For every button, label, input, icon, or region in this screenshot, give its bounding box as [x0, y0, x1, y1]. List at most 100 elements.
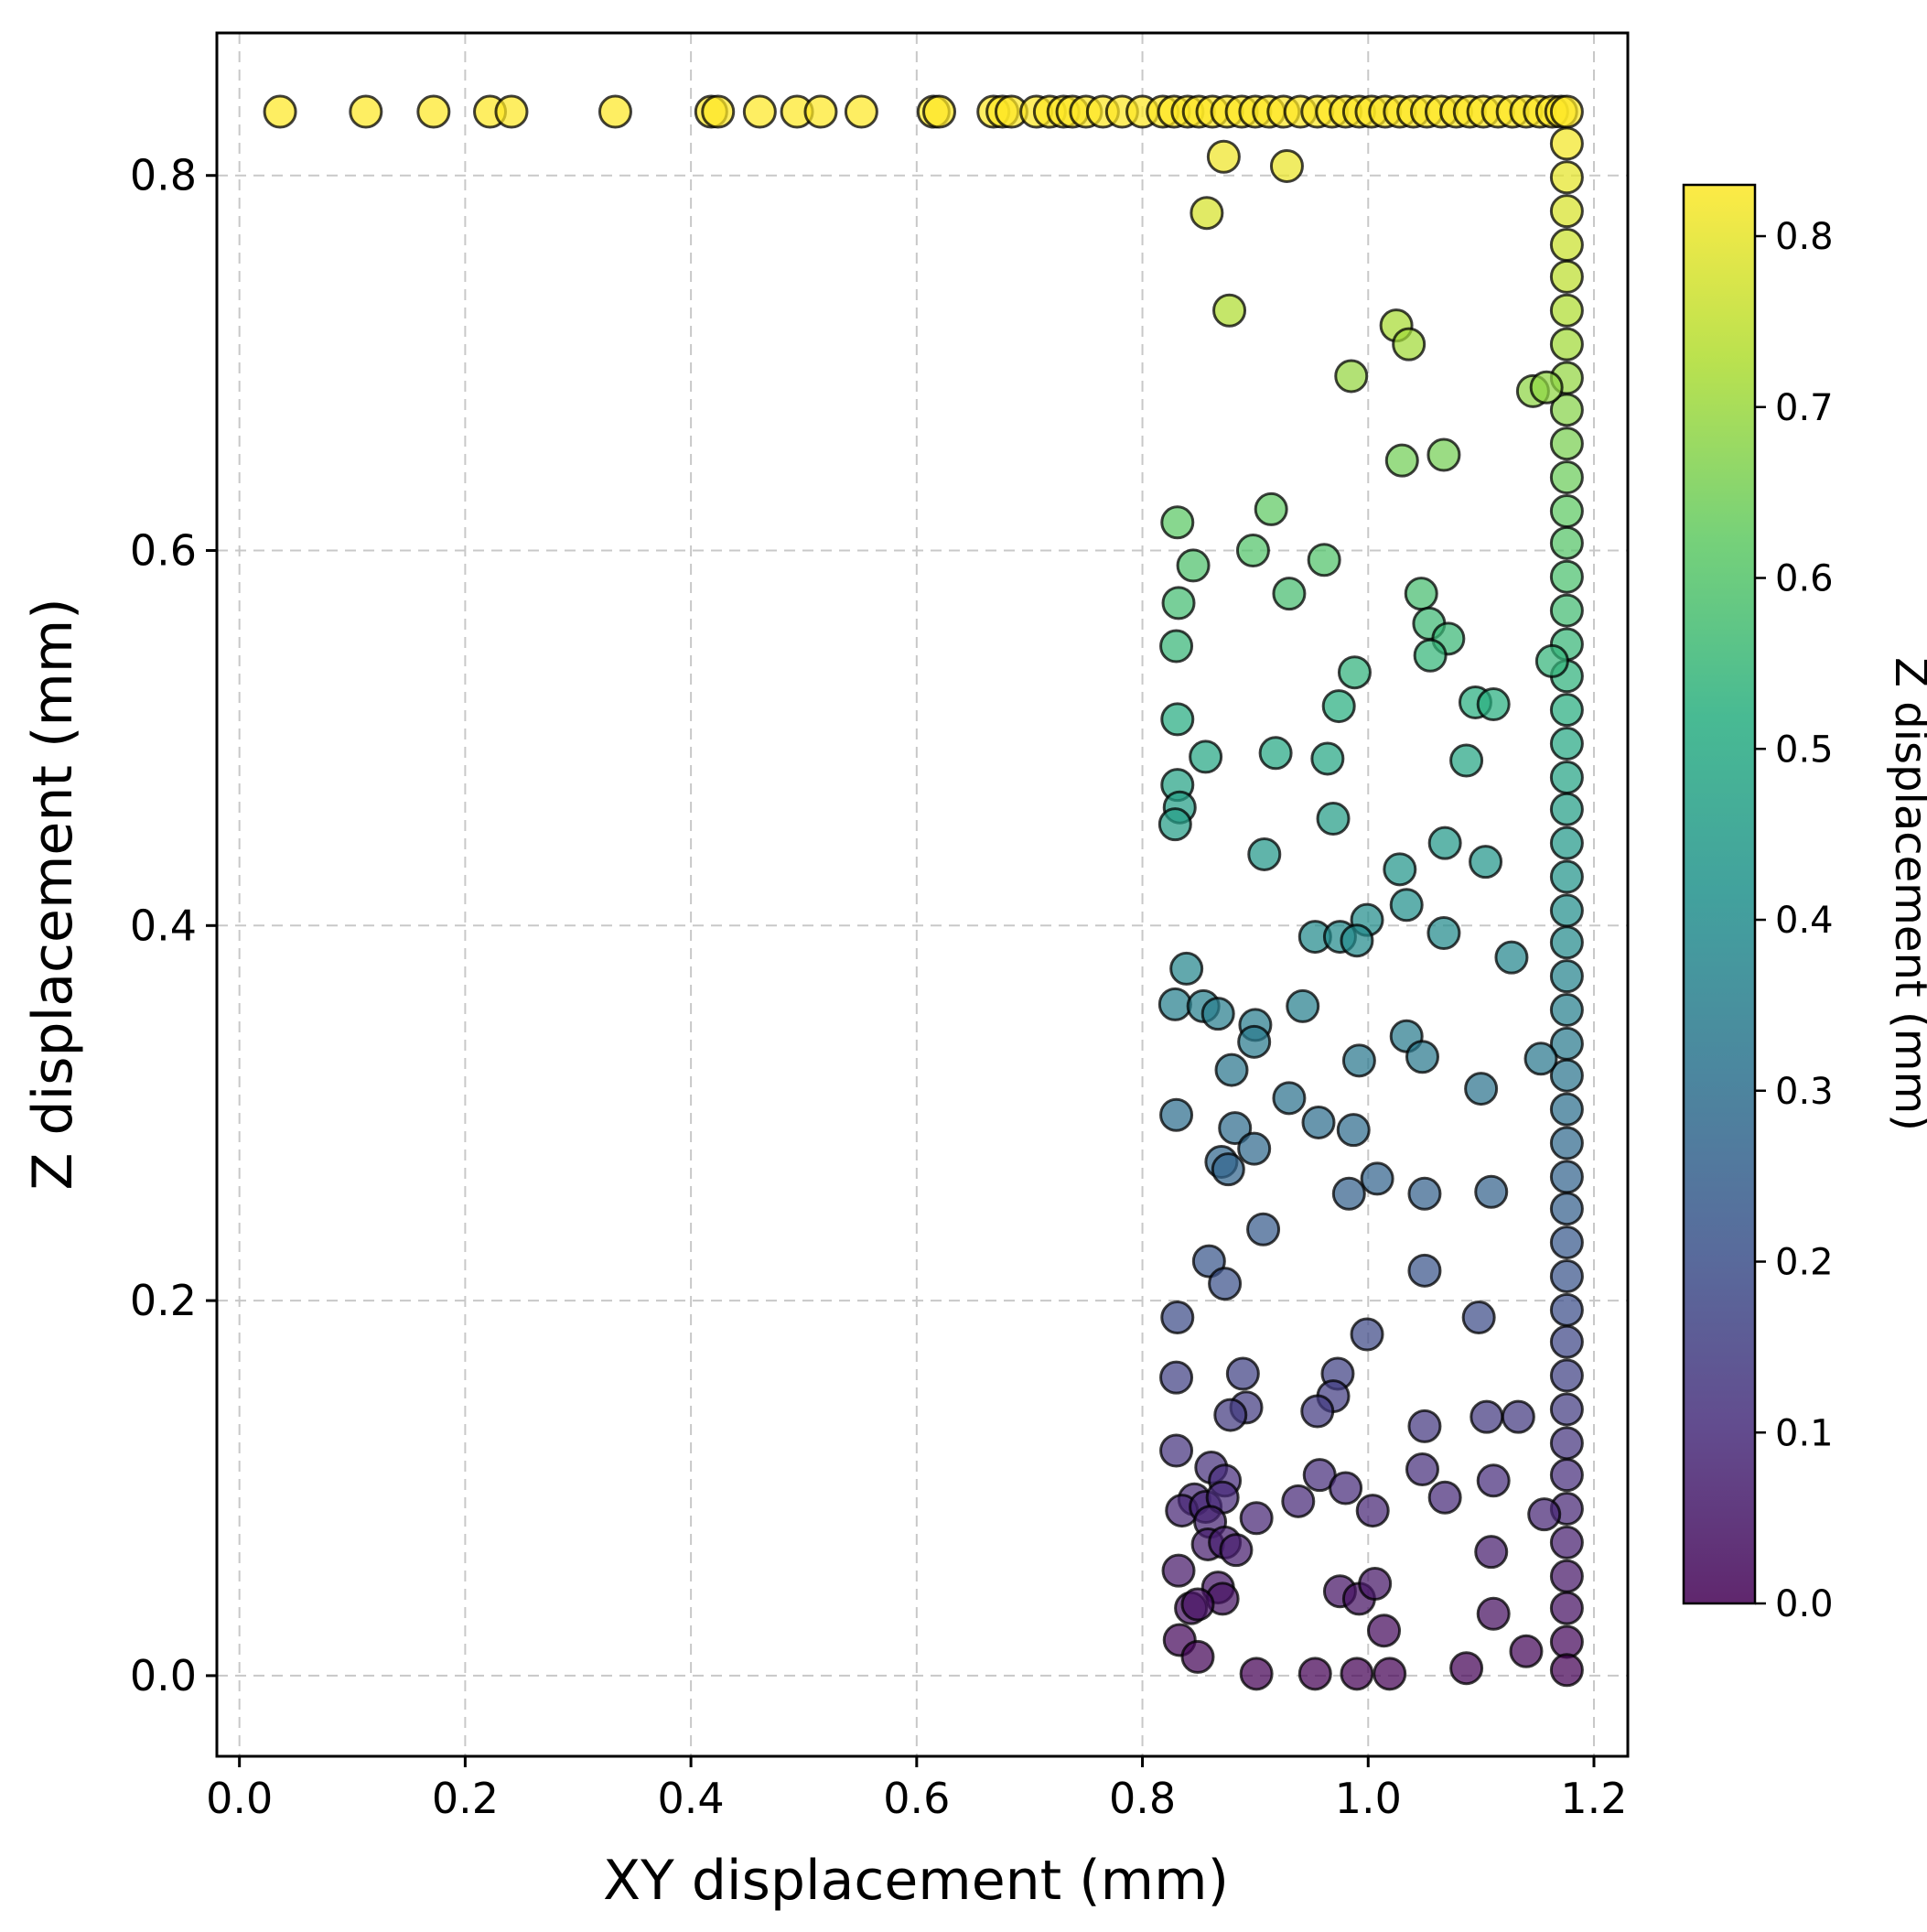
- scatter-point: [1212, 293, 1247, 328]
- scatter-point: [1549, 1358, 1584, 1393]
- scatter-point: [1169, 951, 1204, 986]
- scatter-point: [1389, 888, 1424, 923]
- scatter-point: [1340, 923, 1374, 958]
- y-tick-label: 0.4: [130, 901, 197, 950]
- colorbar-tick-label: 0.4: [1775, 900, 1834, 942]
- scatter-point: [1529, 370, 1564, 405]
- scatter-point: [1384, 443, 1419, 478]
- scatter-point: [1307, 543, 1341, 577]
- scatter-point: [1476, 1596, 1511, 1631]
- scatter-point: [1549, 94, 1584, 129]
- x-tick-label: 1.2: [1560, 1774, 1627, 1823]
- scatter-point: [803, 94, 838, 129]
- scatter-point: [1407, 1176, 1442, 1211]
- scatter-point: [1549, 1160, 1584, 1194]
- scatter-point: [349, 94, 383, 129]
- scatter-point: [1180, 1587, 1215, 1622]
- scatter-point: [1549, 727, 1584, 761]
- scatter-point: [1469, 1399, 1504, 1434]
- scatter-point: [922, 94, 957, 129]
- colorbar-tick-label: 0.7: [1775, 387, 1834, 429]
- scatter-point: [1161, 586, 1196, 621]
- scatter-point: [1549, 1559, 1584, 1593]
- x-tick-label: 1.0: [1335, 1774, 1402, 1823]
- scatter-point: [1405, 1452, 1439, 1487]
- scatter-point: [1549, 1392, 1584, 1427]
- scatter-point: [1272, 1081, 1307, 1116]
- scatter-point: [1549, 760, 1584, 794]
- scatter-point: [1427, 826, 1462, 860]
- scatter-point: [1161, 1553, 1196, 1588]
- scatter-point: [1407, 1253, 1442, 1288]
- scatter-point: [1549, 1192, 1584, 1226]
- x-tick-label: 0.6: [883, 1774, 950, 1823]
- scatter-point: [1549, 593, 1584, 628]
- scatter-point: [1549, 126, 1584, 161]
- colorbar-ticks: 0.0 0.1 0.2 0.3 0.4 0.5 0.6 0.7 0.8: [1755, 216, 1834, 1625]
- scatter-point: [1549, 259, 1584, 294]
- scatter-point: [1523, 1042, 1558, 1076]
- scatter-point: [1258, 736, 1293, 771]
- scatter-point: [1180, 1639, 1215, 1674]
- scatter-point: [1549, 228, 1584, 263]
- scatter-point: [1405, 1040, 1439, 1074]
- scatter-point: [1549, 293, 1584, 328]
- scatter-point: [1549, 327, 1584, 362]
- scatter-point: [1494, 940, 1529, 975]
- scatter-point: [1286, 988, 1320, 1023]
- scatter-point: [1549, 1092, 1584, 1127]
- scatter-point: [1159, 1097, 1194, 1132]
- scatter-point: [1214, 1052, 1249, 1087]
- scatter-point: [1549, 493, 1584, 528]
- x-tick-label: 0.2: [432, 1774, 499, 1823]
- y-tick-label: 0.2: [130, 1276, 197, 1325]
- scatter-point: [1206, 139, 1241, 174]
- scatter-point: [1413, 638, 1448, 673]
- scatter-point: [1427, 1480, 1462, 1515]
- colorbar-tick-label: 0.6: [1775, 558, 1834, 600]
- scatter-point: [1254, 491, 1288, 526]
- scatter-point: [1534, 643, 1569, 678]
- scatter-point: [263, 94, 297, 129]
- scatter-point: [844, 94, 878, 129]
- scatter-point: [1549, 1225, 1584, 1260]
- scatter-point: [1549, 160, 1584, 195]
- scatter-point: [1160, 702, 1195, 737]
- scatter-point: [1219, 1533, 1254, 1568]
- scatter-point: [1426, 437, 1461, 472]
- colorbar-tick-label: 0.1: [1775, 1412, 1834, 1454]
- colorbar-title: Z displacement (mm): [1885, 657, 1927, 1131]
- scatter-point: [1549, 393, 1584, 427]
- scatter-point: [1549, 1591, 1584, 1625]
- scatter-point: [1239, 1657, 1274, 1691]
- scatter-point: [1549, 1525, 1584, 1560]
- scatter-point: [1549, 893, 1584, 928]
- scatter-point: [1476, 1463, 1511, 1498]
- scatter-point: [1337, 655, 1372, 690]
- scatter-point: [701, 94, 736, 129]
- scatter-point: [494, 94, 529, 129]
- grid-lines: [217, 33, 1628, 1756]
- scatter-point: [1367, 1614, 1402, 1648]
- scatter-point: [1549, 1324, 1584, 1359]
- scatter-point: [1341, 1043, 1376, 1078]
- scatter-point: [1297, 1657, 1332, 1691]
- scatter-point: [1310, 741, 1345, 776]
- scatter-point: [1160, 505, 1195, 540]
- scatter-point: [1549, 1624, 1584, 1659]
- scatter-point: [1355, 1494, 1390, 1528]
- scatter-point: [1237, 1131, 1272, 1166]
- scatter-point: [1190, 196, 1224, 231]
- scatter-point: [1549, 1653, 1584, 1688]
- scatter-point: [1476, 687, 1511, 722]
- y-tick-label: 0.0: [130, 1651, 197, 1700]
- scatter-point: [1404, 577, 1438, 611]
- scatter-point: [1159, 629, 1194, 664]
- x-tick-label: 0.0: [206, 1774, 273, 1823]
- scatter-point: [1549, 194, 1584, 229]
- scatter-point: [1549, 460, 1584, 495]
- scatter-point: [1383, 852, 1417, 887]
- scatter-point: [1449, 743, 1484, 778]
- scatter-point: [1316, 802, 1351, 836]
